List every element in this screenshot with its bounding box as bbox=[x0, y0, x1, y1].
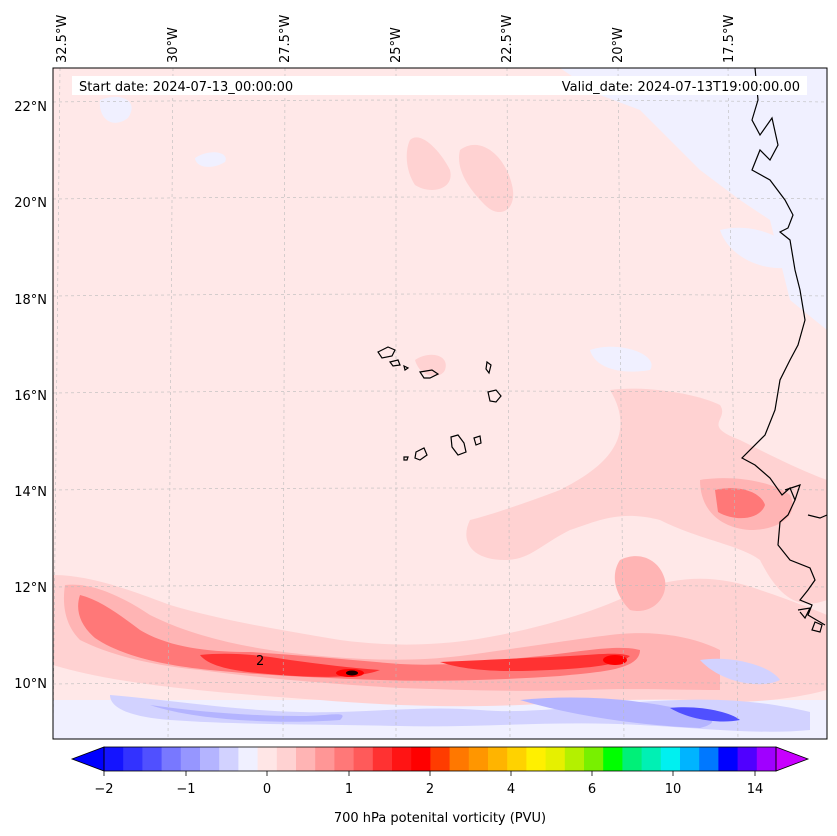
lon-tick-label: 27.5°W bbox=[278, 15, 293, 63]
colorbar-segment bbox=[238, 747, 259, 771]
colorbar-title: 700 hPa potenital vorticity (PVU) bbox=[334, 811, 546, 826]
contour-label: 2 bbox=[256, 654, 264, 669]
colorbar-segment bbox=[276, 747, 297, 771]
colorbar-segment bbox=[372, 747, 393, 771]
colorbar-segment bbox=[430, 747, 451, 771]
colorbar-tick-label: −2 bbox=[94, 782, 113, 797]
colorbar-segment bbox=[564, 747, 585, 771]
colorbar-segment bbox=[680, 747, 700, 771]
colorbar-segment bbox=[603, 747, 623, 771]
colorbar bbox=[104, 747, 777, 771]
lon-tick-label: 20°W bbox=[611, 27, 626, 63]
colorbar-segment bbox=[468, 747, 489, 771]
colorbar-tick-label: 2 bbox=[426, 782, 434, 797]
colorbar-segment bbox=[411, 747, 431, 771]
colorbar-tick-label: 10 bbox=[665, 782, 682, 797]
lon-tick-label: 32.5°W bbox=[55, 15, 70, 63]
map-frame bbox=[52, 67, 828, 740]
lat-tick-label: 10°N bbox=[14, 677, 47, 692]
start-date-label: Start date: 2024-07-13_00:00:00 bbox=[79, 80, 293, 95]
lon-tick-labels: 32.5°W 30°W 27.5°W 25°W 22.5°W 20°W 17.5… bbox=[55, 15, 737, 63]
colorbar-segment bbox=[449, 747, 470, 771]
colorbar-segment bbox=[660, 747, 681, 771]
colorbar-segment bbox=[392, 747, 412, 771]
colorbar-tick-label: 6 bbox=[588, 782, 596, 797]
lon-tick-label: 17.5°W bbox=[722, 15, 737, 63]
colorbar-segment bbox=[200, 747, 220, 771]
colorbar-extend-max bbox=[775, 746, 810, 772]
colorbar-segment bbox=[718, 747, 739, 771]
colorbar-segment bbox=[622, 747, 643, 771]
map-panel: Start date: 2024-07-13_00:00:00 Valid_da… bbox=[53, 68, 827, 739]
colorbar-segment bbox=[180, 747, 201, 771]
colorbar-segment bbox=[545, 747, 566, 771]
colorbar-segment bbox=[756, 747, 777, 771]
colorbar-tick-label: 14 bbox=[747, 782, 764, 797]
date-banner bbox=[72, 76, 807, 95]
colorbar-segment bbox=[507, 747, 527, 771]
lon-tick-label: 25°W bbox=[389, 27, 404, 63]
colorbar-segment bbox=[219, 747, 239, 771]
colorbar-segment bbox=[737, 747, 758, 771]
colorbar-segment bbox=[699, 747, 719, 771]
negative-pv-strip bbox=[110, 658, 810, 732]
colorbar-segment bbox=[142, 747, 163, 771]
lat-tick-label: 12°N bbox=[14, 581, 47, 596]
colorbar-segment bbox=[315, 747, 335, 771]
colorbar-segment bbox=[488, 747, 508, 771]
valid-date-label: Valid_date: 2024-07-13T19:00:00.00 bbox=[562, 80, 800, 95]
colorbar-segment bbox=[123, 747, 143, 771]
lat-tick-labels: 22°N 20°N 18°N 16°N 14°N 12°N 10°N bbox=[14, 100, 47, 692]
colorbar-ticks bbox=[103, 771, 756, 776]
colorbar-segment bbox=[353, 747, 374, 771]
colorbar-tick-label: 0 bbox=[263, 782, 271, 797]
colorbar-tick-label: 4 bbox=[507, 782, 515, 797]
colorbar-segment bbox=[641, 747, 662, 771]
africa-coastline bbox=[741, 68, 826, 626]
colorbar-tick-label: −1 bbox=[176, 782, 195, 797]
lat-tick-label: 20°N bbox=[14, 196, 47, 211]
cape-verde-islands bbox=[377, 346, 502, 461]
lon-tick-label: 22.5°W bbox=[500, 15, 515, 63]
positive-pv-core bbox=[200, 653, 630, 677]
colorbar-segment bbox=[257, 747, 278, 771]
colorbar-segment bbox=[161, 747, 182, 771]
pv-max-spot bbox=[346, 670, 358, 676]
colorbar-extend-min bbox=[70, 746, 105, 772]
colorbar-segment bbox=[104, 747, 124, 771]
colorbar-tick-label: 1 bbox=[345, 782, 353, 797]
lat-tick-label: 16°N bbox=[14, 389, 47, 404]
colorbar-segment bbox=[334, 747, 355, 771]
lat-tick-label: 14°N bbox=[14, 485, 47, 500]
colorbar-segment bbox=[584, 747, 604, 771]
lon-tick-label: 30°W bbox=[166, 27, 181, 63]
colorbar-tick-labels: −2 −1 0 1 2 4 6 10 14 bbox=[94, 782, 763, 797]
lat-tick-label: 22°N bbox=[14, 100, 47, 115]
colorbar-segment bbox=[526, 747, 547, 771]
graticule bbox=[53, 68, 827, 739]
colorbar-frame bbox=[103, 746, 777, 772]
lat-tick-label: 18°N bbox=[14, 293, 47, 308]
coastlines bbox=[741, 68, 827, 633]
colorbar-segment bbox=[296, 747, 316, 771]
